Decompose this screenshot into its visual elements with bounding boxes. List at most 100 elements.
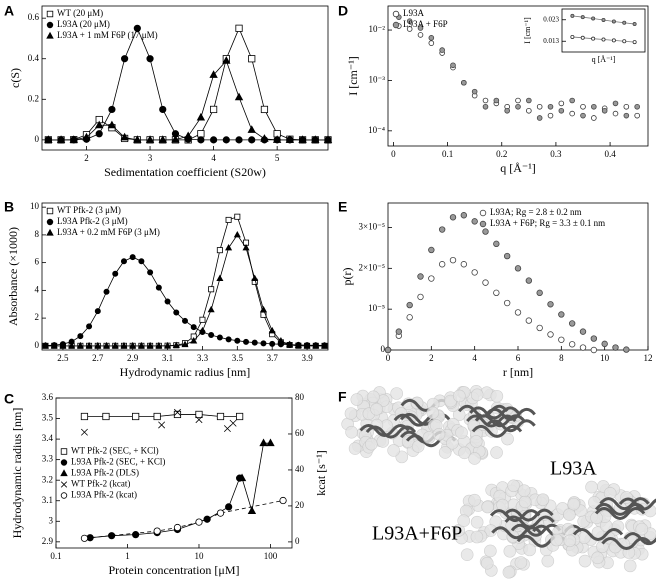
legend-marker [60, 492, 68, 499]
x-axis-label: q [Å⁻¹] [500, 161, 536, 175]
marker [320, 341, 329, 349]
marker [428, 35, 435, 41]
x-tick-label: 0 [386, 353, 391, 363]
surface-sphere [502, 565, 516, 579]
marker [515, 103, 521, 110]
x-axis-label: Hydrodynamic radius [nm] [120, 365, 251, 379]
marker [69, 135, 78, 143]
marker [209, 70, 218, 78]
surface-sphere [344, 407, 358, 420]
surface-sphere [563, 534, 577, 548]
x-axis-label: Protein concentration [μM] [108, 563, 239, 577]
marker [568, 341, 576, 348]
x-axis-label: q [Å⁻¹] [592, 55, 616, 64]
marker [277, 337, 285, 344]
marker [195, 518, 203, 526]
marker [634, 103, 640, 110]
ribbon [572, 527, 624, 541]
ribbon [599, 497, 650, 511]
structure-label: L93A+F6P [372, 523, 462, 545]
marker [482, 103, 489, 110]
legend-label: L93A [403, 8, 424, 18]
marker [225, 503, 233, 511]
y-tick-label: 0.2 [28, 93, 39, 103]
marker [260, 340, 267, 347]
y-tick-label: 10⁻³ [369, 74, 386, 84]
marker [216, 412, 225, 421]
y2-axis-label: kcat [s⁻¹] [314, 450, 328, 496]
y-tick-label: 0.6 [28, 12, 40, 22]
x-axis-label: Sedimentation coefficient (S20w) [104, 165, 266, 179]
surface-sphere [438, 446, 452, 459]
marker [235, 136, 243, 144]
marker [103, 288, 110, 295]
surface-sphere [563, 508, 576, 521]
marker [417, 273, 424, 280]
marker [56, 135, 66, 143]
y-tick-label: 0.023 [543, 15, 559, 23]
plot-frame [41, 5, 329, 151]
marker [145, 135, 155, 143]
surface-sphere [367, 390, 380, 404]
series-line [241, 442, 271, 512]
legend-label: L93A + F6P [403, 19, 448, 29]
surface-sphere [469, 435, 483, 448]
marker [222, 136, 230, 144]
marker [526, 107, 532, 114]
marker [132, 412, 140, 421]
x-tick-label: 0.2 [496, 149, 507, 159]
surface-sphere [480, 556, 494, 570]
marker [95, 120, 104, 129]
marker [197, 136, 205, 144]
marker [129, 341, 137, 349]
marker [514, 265, 522, 272]
y-tick-label: 2.9 [42, 536, 54, 546]
ribbon [457, 404, 509, 418]
marker [536, 103, 543, 110]
marker [133, 24, 141, 32]
y-tick-label: 0.4 [28, 53, 40, 63]
marker [260, 105, 269, 114]
x-tick-label: 1 [125, 551, 130, 561]
marker [279, 496, 287, 505]
y2-tick-label: 40 [295, 464, 305, 474]
marker [234, 337, 241, 344]
y-tick-label: 3×10⁻⁵ [359, 222, 385, 232]
marker [158, 421, 166, 429]
marker [622, 20, 627, 25]
marker [243, 338, 250, 345]
marker [601, 37, 606, 42]
marker [223, 425, 231, 433]
marker [568, 320, 576, 327]
x-tick-label: 4 [211, 153, 216, 163]
marker [111, 341, 119, 349]
y2-tick-label: 0 [295, 536, 300, 546]
legend-marker [46, 10, 54, 18]
y-tick-label: 3.3 [42, 454, 54, 464]
y-tick-label: 8 [35, 229, 40, 239]
surface-sphere [490, 389, 504, 403]
marker [570, 13, 575, 18]
marker [298, 135, 307, 143]
marker [173, 408, 181, 416]
marker [503, 252, 511, 260]
surface-sphere [523, 543, 536, 557]
marker [195, 416, 203, 424]
marker [580, 103, 586, 110]
marker [41, 341, 50, 349]
x-tick-label: 4 [472, 353, 477, 363]
x-tick-label: 3.7 [267, 353, 279, 363]
surface-sphere [350, 393, 364, 406]
surface-sphere [457, 514, 471, 528]
y-tick-label: 10⁻² [369, 24, 386, 34]
legend-marker [46, 207, 54, 215]
marker [547, 103, 554, 110]
marker [406, 314, 413, 321]
legend-label: L93A Pfk-2 (DLS) [71, 468, 139, 478]
ribbon [623, 532, 656, 546]
marker [303, 341, 311, 349]
x-tick-label: 3.3 [197, 353, 209, 363]
x-tick-label: 0.3 [550, 149, 562, 159]
ribbon [485, 419, 536, 433]
marker [153, 527, 161, 535]
